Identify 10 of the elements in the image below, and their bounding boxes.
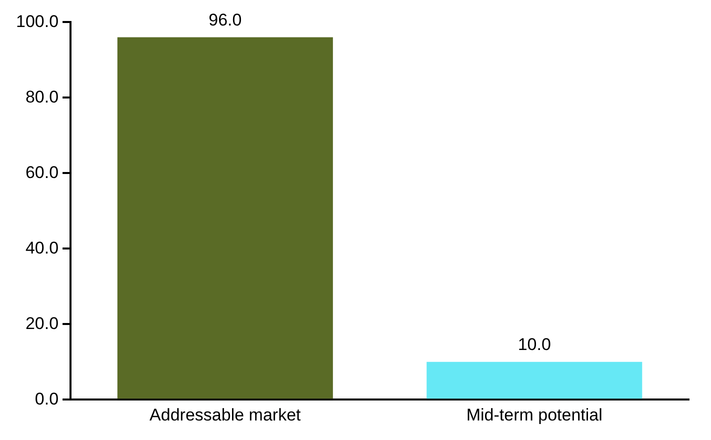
y-tick-label: 40.0	[25, 238, 59, 258]
data-label: 96.0	[208, 10, 242, 30]
y-tick-label: 100.0	[16, 12, 59, 31]
data-label: 10.0	[518, 335, 551, 354]
y-tick-label: 20.0	[25, 314, 59, 333]
y-tick-label: 80.0	[25, 87, 59, 106]
x-tick-label: Mid-term potential	[466, 405, 602, 424]
y-tick-label: 0.0	[34, 389, 59, 408]
y-tick-label: 60.0	[25, 162, 59, 182]
x-tick-label: Addressable market	[150, 405, 302, 424]
